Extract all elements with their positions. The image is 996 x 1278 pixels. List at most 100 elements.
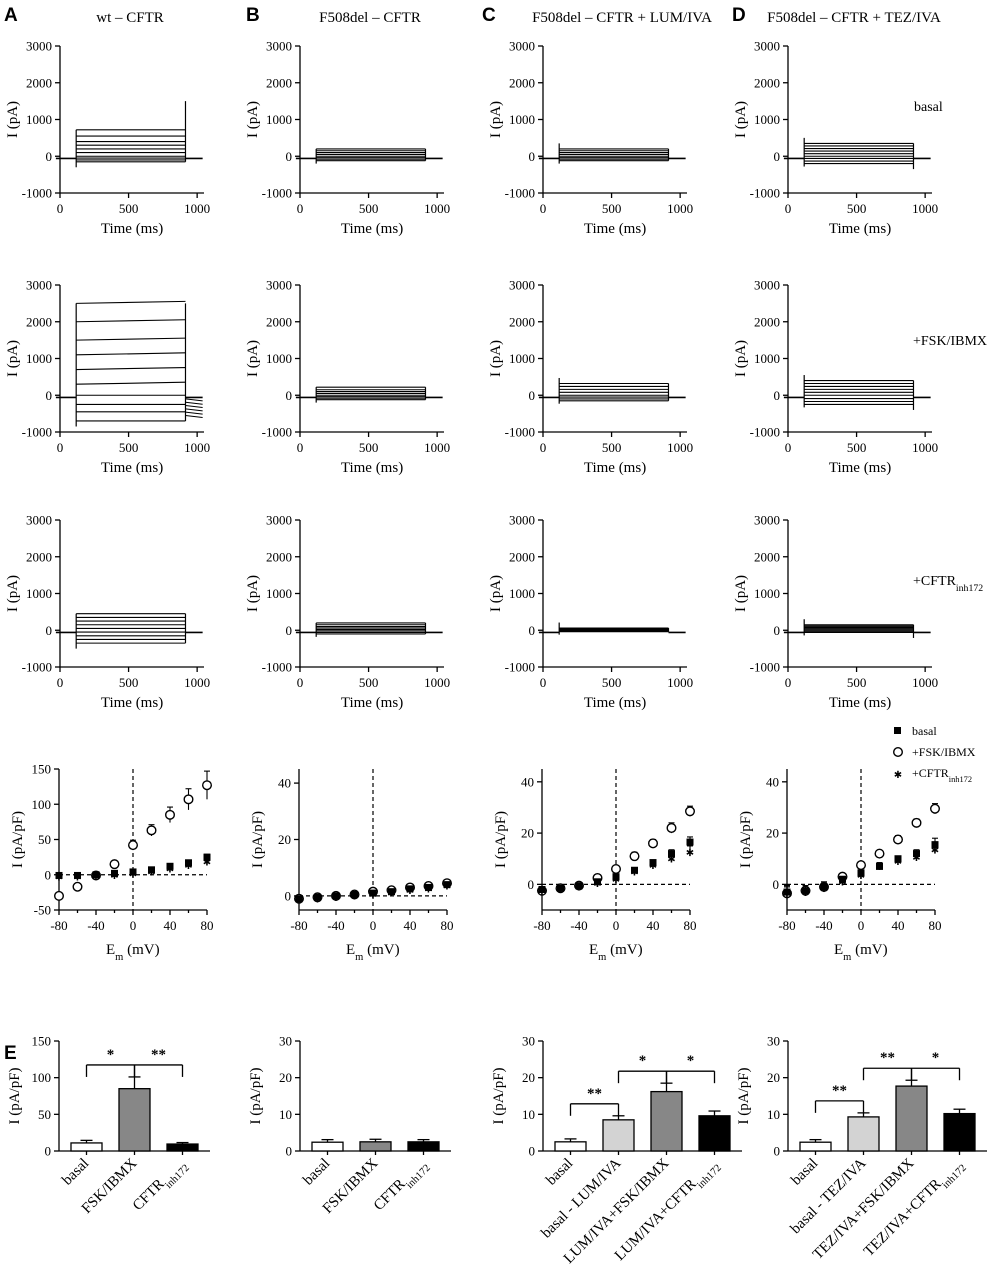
category-label-subscript: inh172	[695, 1162, 723, 1190]
basal-marker	[332, 892, 340, 900]
x-axis-label: Time (ms)	[829, 221, 891, 237]
y-tick-label: 0	[774, 1144, 781, 1159]
category-label-subscript: inh172	[163, 1162, 191, 1190]
fsk-ibmx-marker	[146, 825, 157, 836]
x-axis-label: Time (ms)	[101, 695, 163, 711]
x-axis-label-unit: (mV)	[606, 942, 642, 958]
cftrinh172-marker: ✱	[443, 882, 451, 893]
y-tick-label: 0	[774, 388, 781, 403]
y-tick-label: 40	[521, 774, 534, 789]
cftrinh172-marker: ✱	[593, 879, 601, 890]
y-axis-label: I (pA)	[733, 101, 749, 138]
cftrinh172-marker: ✱	[912, 853, 920, 864]
x-tick-label: 0	[370, 918, 377, 933]
y-tick-label: -1000	[505, 425, 535, 440]
bar	[407, 1141, 440, 1152]
y-tick-label: -1000	[505, 186, 535, 201]
category-label-main: CFTR	[371, 1176, 409, 1214]
y-tick-label: 0	[286, 1144, 293, 1159]
y-axis-label: I (pA)	[488, 575, 504, 612]
cftrinh172-marker: ✱	[129, 870, 137, 881]
fsk-ibmx-marker	[856, 860, 867, 871]
fsk-ibmx-marker	[629, 851, 640, 862]
category-label-main: CFTR	[130, 1176, 168, 1214]
cftrinh172-marker: ✱	[783, 889, 791, 900]
condition-label-basal: basal	[914, 100, 943, 115]
x-tick-label: 40	[164, 918, 177, 933]
condition-label-fsk-ibmx: +FSK/IBMX	[913, 334, 987, 349]
x-tick-label: 0	[130, 918, 137, 933]
category-label-main: LUM/IVA+CFTR	[612, 1176, 700, 1264]
panel-letter-a: A	[4, 5, 18, 26]
x-axis-label-subscript: m	[355, 952, 363, 963]
y-tick-label: -1000	[750, 660, 780, 675]
y-tick-label: 3000	[26, 39, 52, 54]
cftrinh172-marker: ✱	[857, 871, 865, 882]
y-tick-label: 2000	[266, 549, 292, 564]
y-axis-label: I (pA)	[245, 575, 261, 612]
x-tick-label: 500	[602, 201, 622, 216]
x-tick-label: 0	[858, 918, 865, 933]
y-tick-label: 2000	[754, 314, 780, 329]
basal-marker	[166, 862, 174, 870]
trace-step	[76, 381, 186, 385]
basal-marker	[686, 838, 694, 846]
y-tick-label: 0	[529, 623, 536, 638]
fsk-ibmx-marker	[54, 890, 65, 901]
fsk-ibmx-marker	[201, 780, 212, 791]
x-tick-label: 80	[441, 918, 454, 933]
y-tick-label: 150	[32, 1034, 52, 1049]
cftrinh172-marker: ✱	[313, 894, 321, 905]
legend-label-cftrinh172-main: +CFTR	[912, 766, 949, 780]
category-label: basal	[788, 1156, 821, 1189]
basal-marker	[129, 868, 137, 876]
x-tick-label: 500	[119, 440, 139, 455]
x-axis-label: Time (ms)	[341, 460, 403, 476]
cftrinh172-marker: ✱	[110, 871, 118, 882]
bar	[943, 1112, 976, 1152]
y-tick-label: -1000	[262, 186, 292, 201]
y-axis-label: I (pA)	[245, 101, 261, 138]
category-label: LUM/IVA+CFTRinh172	[612, 1156, 724, 1268]
y-tick-label: 20	[278, 832, 291, 847]
y-tick-label: 3000	[509, 278, 535, 293]
y-tick-label: 0	[286, 388, 293, 403]
y-axis-label: I (pA/pF)	[7, 1067, 23, 1124]
y-axis-label: I (pA/pF)	[248, 1067, 264, 1124]
x-axis-label: Em (mV)	[346, 942, 400, 963]
category-label: CFTRinh172	[130, 1156, 192, 1218]
y-tick-label: 50	[38, 1107, 51, 1122]
y-tick-label: 3000	[509, 513, 535, 528]
y-tick-label: 3000	[509, 39, 535, 54]
significance-label: *	[687, 1053, 695, 1069]
y-tick-label: 0	[46, 388, 53, 403]
trace-tail-current	[185, 398, 203, 402]
x-axis-label: Time (ms)	[584, 460, 646, 476]
y-tick-label: -1000	[22, 186, 52, 201]
significance-label: *	[107, 1047, 115, 1063]
y-tick-label: 1000	[754, 586, 780, 601]
y-axis-label: I (pA/pF)	[491, 1067, 507, 1124]
basal-marker	[55, 871, 63, 879]
x-tick-label: -80	[533, 918, 550, 933]
significance-label: **	[151, 1047, 166, 1063]
cftrinh172-marker: ✱	[612, 875, 620, 886]
basal-marker	[74, 871, 81, 879]
y-tick-label: 10	[279, 1107, 292, 1122]
y-tick-label: -1000	[262, 425, 292, 440]
y-axis-label: I (pA)	[5, 340, 21, 377]
y-tick-label: 1000	[509, 586, 535, 601]
y-tick-label: 150	[32, 762, 52, 777]
y-tick-label: 0	[46, 149, 53, 164]
y-tick-label: 2000	[509, 314, 535, 329]
x-tick-label: 0	[785, 440, 792, 455]
legend: basal +FSK/IBMX ✱ +CFTRinh172	[893, 724, 976, 784]
x-tick-label: 0	[297, 440, 304, 455]
x-tick-label: 0	[785, 675, 792, 690]
category-label-subscript: inh172	[404, 1162, 432, 1190]
y-tick-label: 30	[767, 1034, 780, 1049]
trace-plot-2-2: 3000 2000 1000 0 -1000 0 500 1000 Time (ms) I (pA…	[488, 513, 693, 712]
y-tick-label: 2000	[509, 75, 535, 90]
y-tick-label: 2000	[754, 75, 780, 90]
